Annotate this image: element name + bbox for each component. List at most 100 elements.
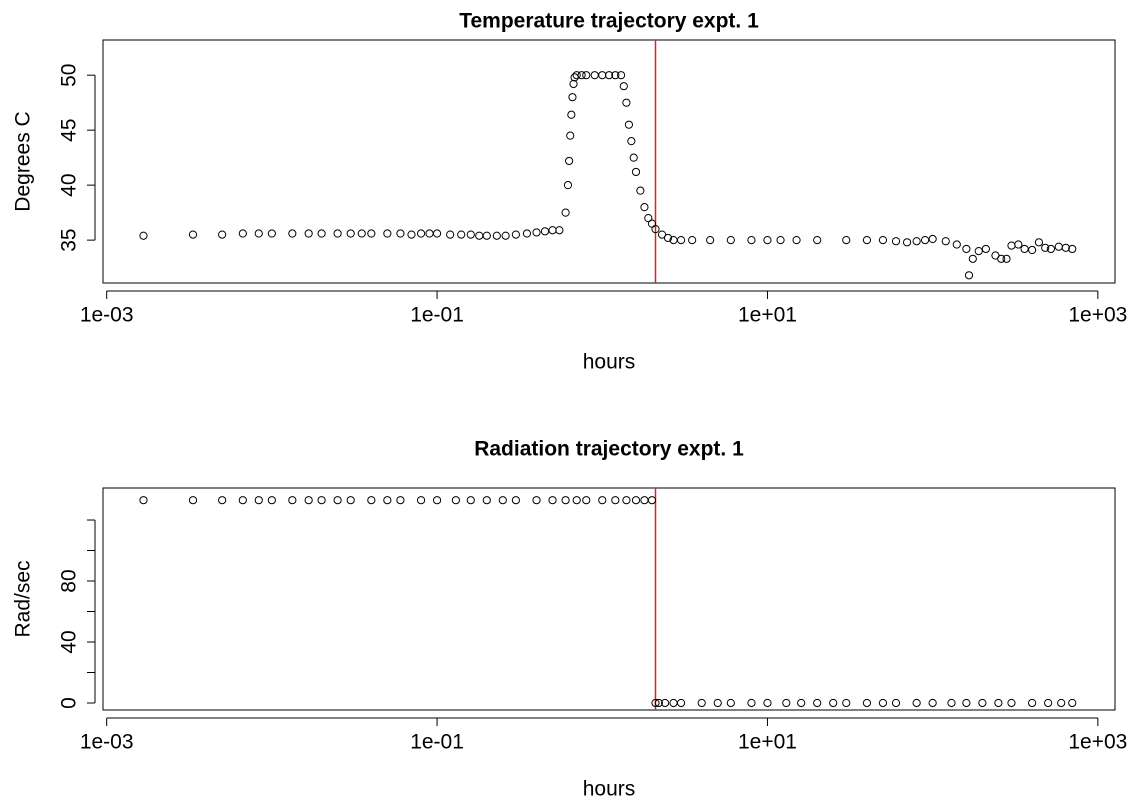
data-point xyxy=(582,496,591,505)
data-point xyxy=(878,236,888,245)
data-point xyxy=(563,181,573,190)
data-point xyxy=(611,71,620,80)
data-point xyxy=(425,229,434,238)
x-tick-label: 1e-03 xyxy=(80,731,134,754)
data-point xyxy=(511,230,520,239)
data-point xyxy=(941,237,950,246)
data-point xyxy=(1068,244,1077,254)
data-point xyxy=(466,496,475,505)
data-point xyxy=(1061,243,1070,252)
data-point xyxy=(498,496,507,505)
data-point xyxy=(669,698,678,708)
data-point xyxy=(813,698,822,708)
data-point xyxy=(622,98,631,107)
data-point xyxy=(862,236,872,245)
data-point xyxy=(997,254,1006,263)
data-point xyxy=(501,231,510,240)
data-point xyxy=(432,229,442,238)
data-point xyxy=(928,698,937,708)
y-tick-label: 80 xyxy=(58,569,81,592)
data-point xyxy=(947,698,956,708)
data-point xyxy=(466,230,475,239)
data-point xyxy=(304,229,313,238)
data-point xyxy=(346,229,355,238)
data-point xyxy=(676,236,686,245)
data-point xyxy=(561,496,570,505)
data-point xyxy=(572,496,581,505)
data-point xyxy=(654,698,663,708)
data-point xyxy=(1028,245,1037,255)
data-point xyxy=(797,698,806,708)
data-point xyxy=(188,230,198,239)
data-point xyxy=(663,233,673,243)
data-point xyxy=(631,496,641,505)
data-point xyxy=(1044,698,1053,708)
data-point xyxy=(139,496,148,505)
data-point xyxy=(928,234,937,244)
data-point xyxy=(304,496,313,505)
data-point xyxy=(482,231,491,240)
data-point xyxy=(962,698,971,708)
data-point xyxy=(651,225,660,234)
data-point xyxy=(763,698,772,708)
chart-title: Temperature trajectory expt. 1 xyxy=(459,10,759,33)
x-tick-label: 1e-01 xyxy=(410,731,464,754)
data-point xyxy=(598,71,607,80)
data-point xyxy=(842,698,851,708)
x-tick-label: 1e+03 xyxy=(1068,304,1127,327)
data-point xyxy=(317,229,326,238)
data-point xyxy=(878,698,888,708)
data-point xyxy=(238,496,247,505)
data-point xyxy=(902,238,912,247)
data-point xyxy=(254,496,263,505)
data-point xyxy=(1034,238,1044,247)
data-point xyxy=(346,496,355,505)
data-point xyxy=(396,496,405,505)
data-point xyxy=(644,214,653,223)
data-point xyxy=(482,496,491,505)
data-point xyxy=(616,71,626,80)
data-point xyxy=(407,230,416,239)
x-tick-label: 1e-03 xyxy=(80,304,134,327)
data-point xyxy=(451,496,460,505)
data-point xyxy=(267,229,276,238)
data-point xyxy=(238,229,247,238)
data-point xyxy=(218,496,227,505)
data-point xyxy=(1014,240,1023,249)
data-point xyxy=(1007,241,1016,250)
data-point xyxy=(891,698,901,708)
data-point xyxy=(267,496,276,505)
data-point xyxy=(912,237,921,246)
data-point xyxy=(631,167,641,177)
data-point xyxy=(726,236,735,245)
data-point xyxy=(1028,698,1037,708)
data-point xyxy=(548,226,557,235)
data-point xyxy=(416,229,426,238)
data-point xyxy=(640,203,649,212)
x-tick-label: 1e+01 xyxy=(738,304,797,327)
data-point xyxy=(492,231,501,240)
data-point xyxy=(333,229,342,238)
data-point xyxy=(622,496,631,505)
data-point xyxy=(640,496,649,505)
data-point xyxy=(367,496,376,505)
data-point xyxy=(582,71,591,80)
data-point xyxy=(590,71,599,80)
data-point xyxy=(357,229,366,238)
data-point xyxy=(1046,244,1056,254)
data-point xyxy=(522,229,532,238)
data-point xyxy=(457,230,466,239)
data-point xyxy=(619,82,628,91)
data-point xyxy=(688,236,697,245)
data-point xyxy=(776,236,785,245)
data-point xyxy=(862,698,872,708)
data-point xyxy=(974,247,983,256)
data-point xyxy=(532,228,541,237)
data-point xyxy=(555,226,564,235)
data-point xyxy=(432,496,442,505)
x-tick-label: 1e+03 xyxy=(1068,731,1127,754)
data-point xyxy=(763,236,772,245)
data-point xyxy=(978,698,987,708)
data-point xyxy=(446,230,455,239)
y-axis-label: Degrees C xyxy=(12,111,35,211)
